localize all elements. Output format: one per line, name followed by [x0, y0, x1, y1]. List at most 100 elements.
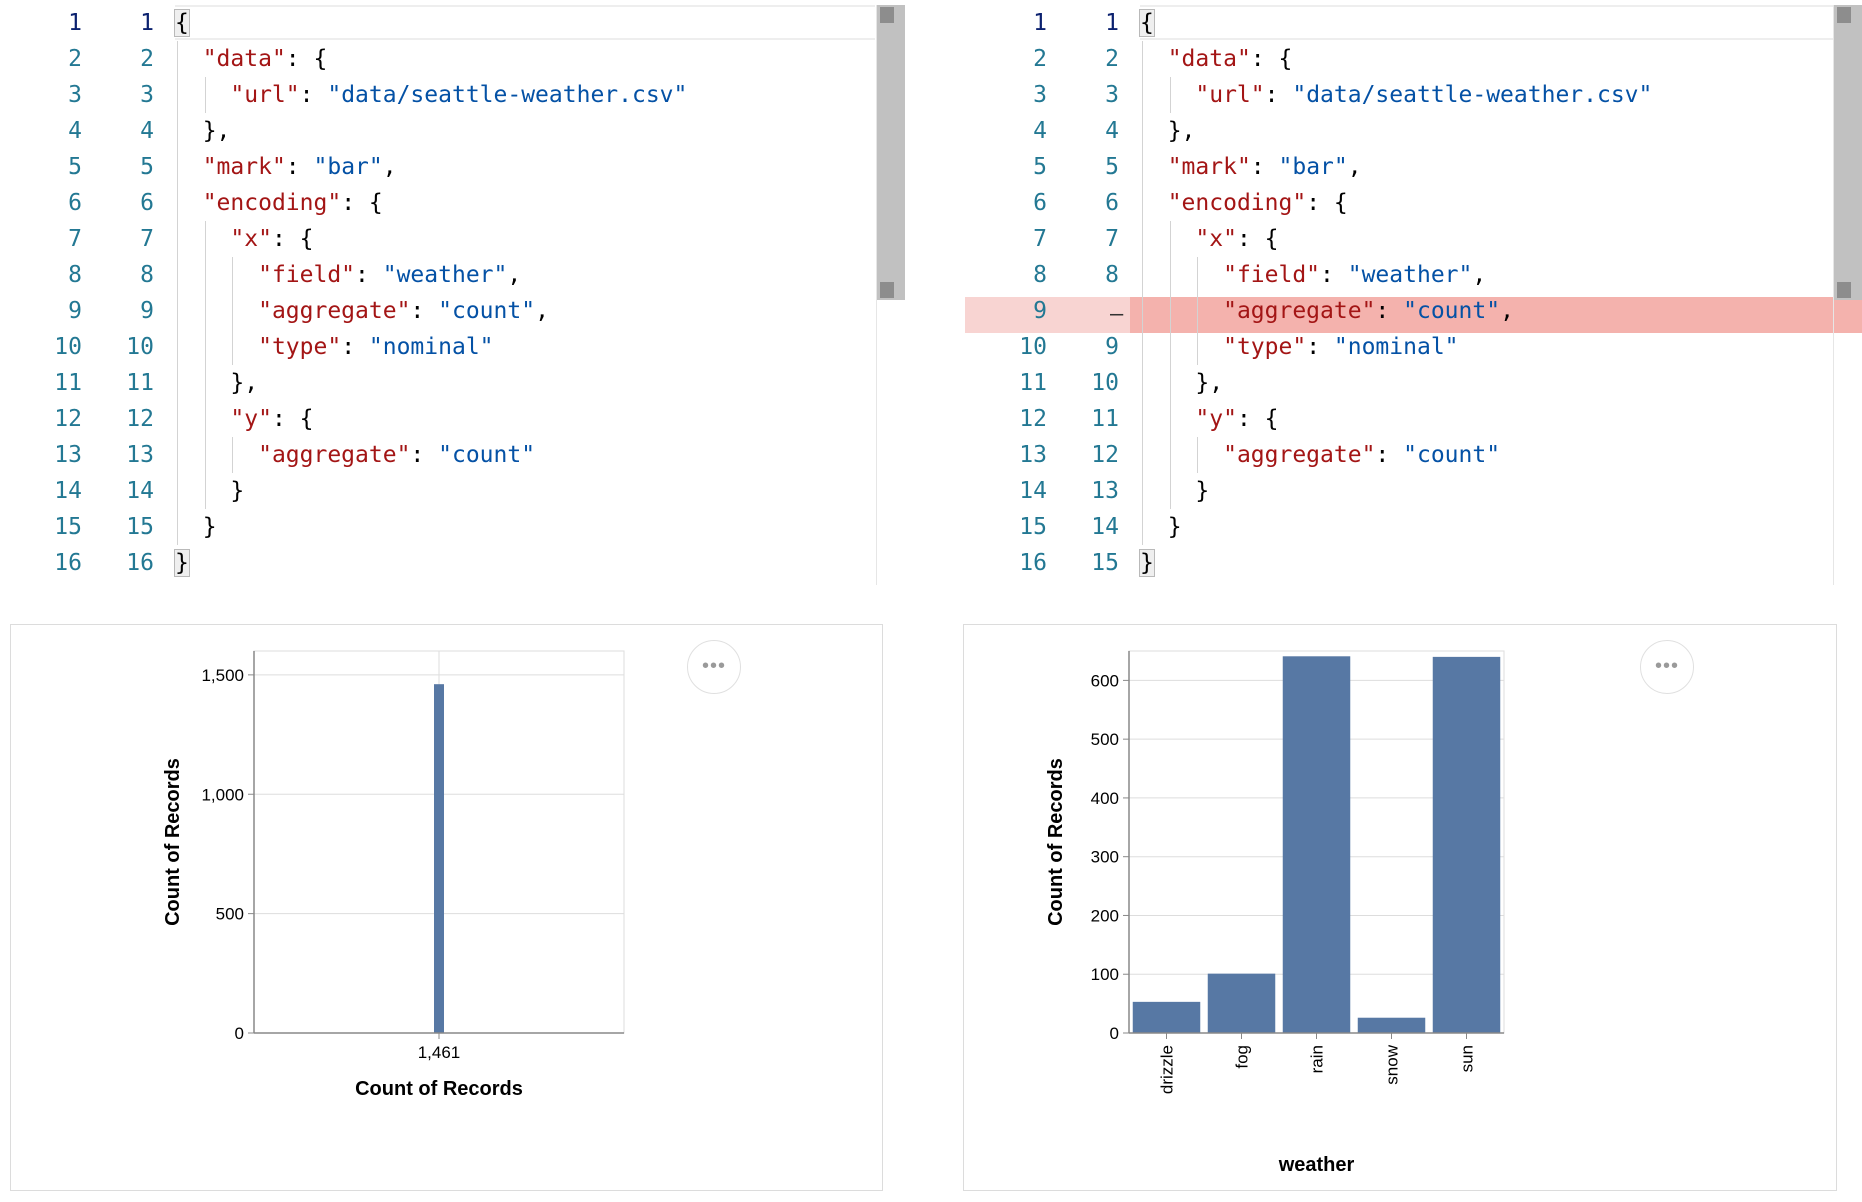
bar	[1357, 1017, 1426, 1033]
x-tick-label: snow	[1383, 1044, 1402, 1084]
original-line-number: 16	[1019, 550, 1047, 576]
left-chart-panel: 0 500 1,000 1,500 1,461 Count of Records Count…	[10, 624, 883, 1191]
json-punctuation: ,	[1472, 262, 1487, 288]
y-tick-label: 1,500	[201, 666, 244, 685]
code-line[interactable]: }	[1139, 545, 1862, 581]
indent-guide	[204, 257, 206, 293]
code-line[interactable]: {	[174, 5, 905, 41]
deleted-line-marker: —	[1110, 302, 1124, 327]
code-area[interactable]: { "data": { "url": "data/seattle-weather…	[174, 5, 905, 581]
x-tick-label: fog	[1233, 1045, 1252, 1069]
code-line[interactable]: "mark": "bar",	[1140, 149, 1862, 185]
code-line[interactable]: "url": "data/seattle-weather.csv"	[1140, 77, 1862, 113]
indent-guide	[204, 221, 206, 257]
code-area[interactable]: { "data": { "url": "data/seattle-weather…	[1139, 5, 1862, 581]
code-line[interactable]: {	[1139, 5, 1862, 41]
modified-line-number: 10	[1091, 370, 1119, 396]
editor-scrollbar[interactable]	[877, 5, 905, 300]
code-line[interactable]: "data": {	[1140, 41, 1862, 77]
json-punctuation: ,	[1500, 298, 1514, 324]
code-line[interactable]: "field": "weather",	[1140, 257, 1862, 293]
indent-guide	[1142, 365, 1143, 401]
y-tick-label: 200	[1091, 906, 1119, 925]
indent-space	[1140, 190, 1168, 216]
y-tick-label: 600	[1091, 671, 1119, 690]
editor-border	[876, 5, 877, 585]
code-line[interactable]: "encoding": {	[175, 185, 905, 221]
indent-guide	[177, 329, 178, 365]
code-line[interactable]: "type": "nominal"	[1140, 329, 1862, 365]
json-punctuation: }	[230, 478, 245, 504]
indent-space	[1140, 406, 1195, 432]
original-line-number: 8	[68, 262, 82, 288]
chart-actions-button[interactable]: •••	[1640, 640, 1694, 694]
original-line-number: 11	[1019, 370, 1047, 396]
indent-space	[175, 334, 258, 360]
code-line[interactable]: "aggregate": "count"	[1140, 437, 1862, 473]
code-line[interactable]: },	[175, 113, 905, 149]
original-line-number: 16	[54, 550, 82, 576]
json-punctuation: {	[1139, 9, 1155, 37]
indent-guide	[1142, 41, 1143, 77]
code-line[interactable]: "type": "nominal"	[175, 329, 905, 365]
modified-line-number: 12	[1091, 442, 1119, 468]
modified-line-number: 10	[126, 334, 154, 360]
json-punctuation: :	[1375, 298, 1404, 324]
original-line-number: 7	[68, 226, 82, 252]
indent-space	[175, 298, 258, 324]
code-line[interactable]: "aggregate": "count",	[175, 293, 905, 329]
indent-guide	[204, 293, 206, 329]
code-line[interactable]: "mark": "bar",	[175, 149, 905, 185]
indent-space	[1140, 370, 1195, 396]
code-line[interactable]: "aggregate": "count"	[175, 437, 905, 473]
code-line[interactable]: "url": "data/seattle-weather.csv"	[175, 77, 905, 113]
modified-line-number: 14	[1091, 514, 1119, 540]
json-string: "count"	[1403, 442, 1501, 468]
code-line[interactable]: }	[1140, 509, 1862, 545]
right-json-editor[interactable]: — 1 1 2 2 3 3 4 4 5 5 6 6 7 7 8 8 9 10 9 11 10 12 11 13 12 14 13 15…	[965, 0, 1862, 585]
code-line[interactable]: "field": "weather",	[175, 257, 905, 293]
json-punctuation: : {	[341, 190, 383, 216]
code-line[interactable]: }	[175, 509, 905, 545]
code-line[interactable]: }	[174, 545, 905, 581]
editor-scrollbar[interactable]	[1834, 5, 1862, 300]
indent-guide	[204, 77, 206, 113]
modified-line-number: 7	[140, 226, 154, 252]
indent-guide	[177, 437, 178, 473]
code-line[interactable]: "aggregate": "count",	[1140, 293, 1862, 329]
indent-guide	[1142, 509, 1143, 545]
indent-space	[175, 262, 258, 288]
y-axis-title: Count of Records	[1045, 758, 1067, 926]
indent-guide	[177, 221, 178, 257]
code-line[interactable]: },	[1140, 365, 1862, 401]
code-line[interactable]: }	[1140, 473, 1862, 509]
indent-space	[175, 46, 203, 72]
code-line[interactable]: "encoding": {	[1140, 185, 1862, 221]
code-line[interactable]: "y": {	[175, 401, 905, 437]
code-line[interactable]: "x": {	[175, 221, 905, 257]
indent-guide	[177, 293, 178, 329]
chart-actions-button[interactable]: •••	[687, 640, 741, 694]
indent-guide	[1169, 401, 1171, 437]
indent-guide	[177, 149, 178, 185]
modified-line-number: 15	[126, 514, 154, 540]
indent-space	[175, 82, 230, 108]
json-string: "nominal"	[1333, 334, 1459, 360]
code-line[interactable]: },	[1140, 113, 1862, 149]
code-line[interactable]: }	[175, 473, 905, 509]
json-punctuation: },	[230, 370, 259, 396]
json-string: "count"	[1403, 298, 1501, 324]
json-punctuation: : {	[1250, 46, 1293, 72]
deleted-line-highlight	[1130, 297, 1862, 333]
code-line[interactable]: "data": {	[175, 41, 905, 77]
indent-space	[1140, 118, 1168, 144]
json-key: "mark"	[1167, 154, 1251, 180]
json-punctuation: }	[1139, 549, 1155, 577]
code-line[interactable]: "y": {	[1140, 401, 1862, 437]
indent-space	[175, 370, 230, 396]
code-line[interactable]: "x": {	[1140, 221, 1862, 257]
left-json-editor[interactable]: 1 1 2 2 3 3 4 4 5 5 6 6 7 7 8 8 9 9 10 10 11 11 12 12 13 13 14 14 15…	[0, 0, 905, 585]
indent-space	[175, 442, 258, 468]
code-line[interactable]: },	[175, 365, 905, 401]
scroll-marker-bottom	[1837, 282, 1851, 298]
